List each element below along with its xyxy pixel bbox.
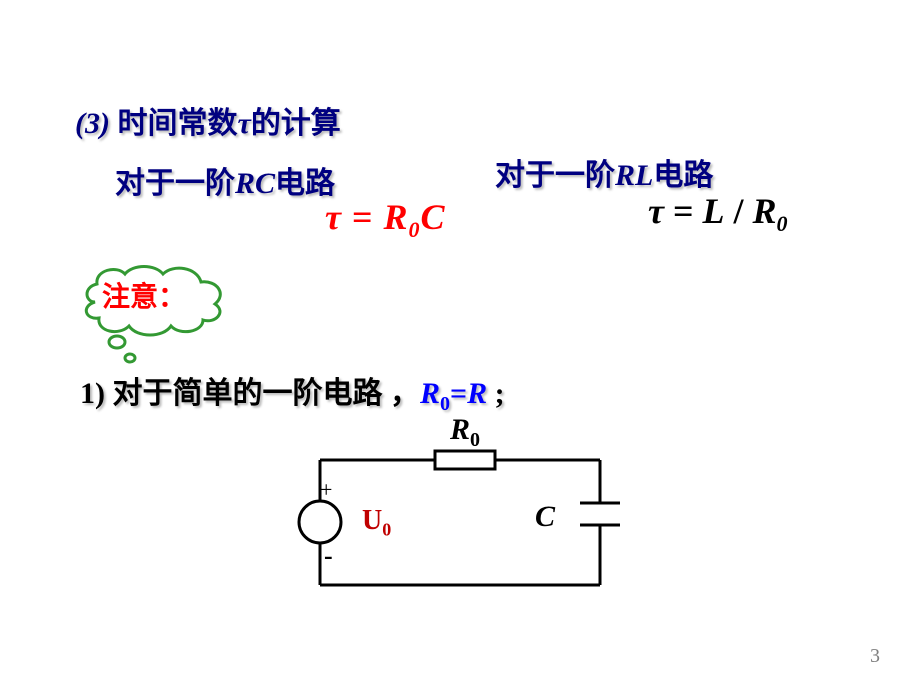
r0-sub: 0 xyxy=(470,429,480,451)
heading-num: (3) xyxy=(75,107,110,140)
rl-label-pre: 对于一阶 xyxy=(495,159,615,192)
rl-L: L xyxy=(703,191,725,231)
u0-sub: 0 xyxy=(382,520,391,540)
rl-tau: τ xyxy=(648,191,664,231)
r0-label: R0 xyxy=(450,413,480,452)
r0-R: R xyxy=(450,413,470,446)
heading-line: (3) 时间常数τ的计算 xyxy=(75,98,341,142)
point1-R: R xyxy=(420,377,440,410)
rl-label-sym: RL xyxy=(615,159,653,192)
rl-formula: τ = L / R0 xyxy=(648,190,788,237)
plus-sign: + xyxy=(320,477,332,503)
point1-line: 1) 对于简单的一阶电路 ，R0=R ; xyxy=(80,368,505,416)
note-text: 注意： xyxy=(102,275,186,315)
heading-tau: τ xyxy=(237,107,250,140)
heading-text2: 的计算 xyxy=(251,107,341,140)
rl-eq: = xyxy=(664,191,703,231)
rc-eq: = xyxy=(342,197,384,237)
u0-label: U0 xyxy=(362,505,391,541)
c-label: C xyxy=(535,500,555,534)
slide-content: (3) 时间常数τ的计算 对于一阶RC电路 τ = R0C 对于一阶RL电路 τ… xyxy=(0,0,920,690)
rl-label: 对于一阶RL电路 xyxy=(495,150,713,194)
u0-U: U xyxy=(362,505,382,536)
point1-num: 1) xyxy=(80,377,105,410)
rc-label: 对于一阶RC电路 xyxy=(115,158,335,202)
rc-label-sym: RC xyxy=(235,167,275,200)
point1-semi: ; xyxy=(487,377,505,410)
rl-label-post: 电路 xyxy=(653,159,713,192)
point1-eq: = xyxy=(450,377,467,410)
rc-formula: τ = R0C xyxy=(325,196,446,243)
point1-sub0: 0 xyxy=(440,393,450,415)
rc-R: R xyxy=(384,197,409,237)
rc-tau: τ xyxy=(325,197,342,237)
rl-sub: 0 xyxy=(777,211,788,236)
page-number: 3 xyxy=(870,645,880,668)
point1-R2: R xyxy=(467,377,487,410)
rc-C: C xyxy=(421,197,446,237)
rl-slash: / xyxy=(725,191,753,231)
circuit-diagram xyxy=(280,445,650,615)
rc-sub: 0 xyxy=(409,217,421,242)
rc-label-pre: 对于一阶 xyxy=(115,167,235,200)
minus-sign: - xyxy=(324,541,333,571)
rl-R: R xyxy=(753,191,777,231)
heading-text1: 时间常数 xyxy=(117,107,237,140)
point1-text: 对于简单的一阶电路 ， xyxy=(105,377,420,410)
